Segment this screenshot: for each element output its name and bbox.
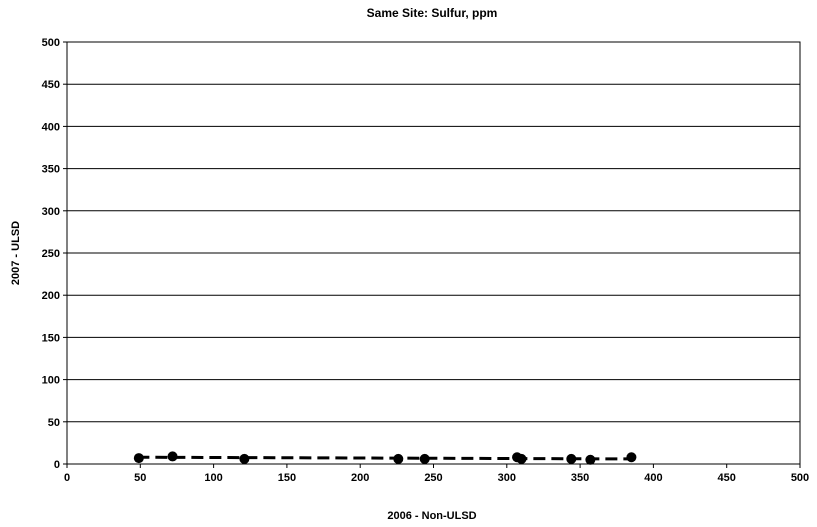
- x-tick-label: 250: [424, 472, 442, 484]
- trend-line: [137, 455, 632, 461]
- y-axis-ticks: 0 50 100 150 200 250 300 350 400 450 500: [42, 37, 67, 471]
- data-point: [167, 451, 178, 462]
- x-axis-title: 2006 - Non-ULSD: [387, 510, 476, 522]
- y-tick-label: 50: [48, 417, 60, 429]
- data-point: [133, 453, 144, 464]
- y-axis-title: 2007 - ULSD: [10, 221, 22, 285]
- x-tick-label: 50: [134, 472, 146, 484]
- y-tick-label: 450: [42, 79, 60, 91]
- x-tick-label: 350: [571, 472, 589, 484]
- x-axis-ticks: 0 50 100 150 200 250 300 350 400 450 500: [64, 464, 809, 484]
- grid-lines: [67, 41, 800, 423]
- x-tick-label: 100: [204, 472, 222, 484]
- data-points: [133, 451, 637, 465]
- data-point: [393, 453, 404, 464]
- y-tick-label: 350: [42, 164, 60, 176]
- y-tick-label: 300: [42, 206, 60, 218]
- x-tick-label: 300: [498, 472, 516, 484]
- y-tick-label: 0: [54, 459, 60, 471]
- data-point: [626, 452, 637, 463]
- y-tick-label: 250: [42, 248, 60, 260]
- y-tick-label: 500: [42, 37, 60, 49]
- data-point: [585, 454, 596, 465]
- x-tick-label: 400: [644, 472, 662, 484]
- data-point: [566, 453, 577, 464]
- x-tick-label: 500: [791, 472, 809, 484]
- chart-title: Same Site: Sulfur, ppm: [367, 6, 498, 20]
- x-tick-label: 150: [278, 472, 296, 484]
- x-tick-label: 200: [351, 472, 369, 484]
- y-tick-label: 400: [42, 121, 60, 133]
- y-tick-label: 150: [42, 332, 60, 344]
- x-tick-label: 450: [718, 472, 736, 484]
- y-tick-label: 100: [42, 375, 60, 387]
- data-point: [419, 453, 430, 464]
- y-tick-label: 200: [42, 290, 60, 302]
- x-tick-label: 0: [64, 472, 70, 484]
- data-point: [516, 453, 527, 464]
- data-point: [239, 453, 250, 464]
